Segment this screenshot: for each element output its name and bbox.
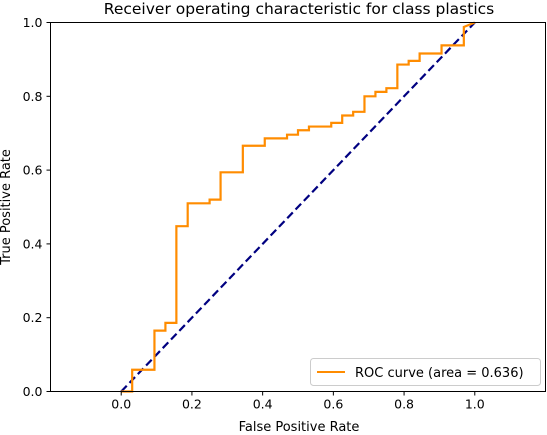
legend-label-roc: ROC curve (area = 0.636) bbox=[355, 366, 524, 381]
chance-diagonal-line bbox=[120, 21, 476, 393]
x-axis-ticks: 0.0 0.2 0.4 0.6 0.8 1.0 bbox=[111, 391, 485, 412]
plot-frame bbox=[50, 22, 546, 392]
x-tick-label: 0.4 bbox=[253, 397, 273, 412]
y-tick-label: 0.4 bbox=[23, 236, 43, 251]
x-tick-label: 0.0 bbox=[111, 397, 131, 412]
y-tick-label: 0.0 bbox=[23, 384, 43, 399]
legend: ROC curve (area = 0.636) bbox=[310, 358, 541, 386]
y-tick-label: 0.6 bbox=[23, 163, 43, 178]
legend-box bbox=[310, 358, 541, 386]
roc-curve-line bbox=[121, 21, 476, 393]
y-tick-label: 0.2 bbox=[23, 310, 43, 325]
y-axis-title: True Positive Rate bbox=[0, 149, 14, 266]
chart-title: Receiver operating characteristic for cl… bbox=[104, 0, 494, 18]
plot-area bbox=[50, 21, 546, 393]
y-axis-ticks: 0.0 0.2 0.4 0.6 0.8 1.0 bbox=[23, 15, 51, 399]
curves-layer bbox=[120, 21, 476, 393]
y-tick-label: 0.8 bbox=[23, 89, 43, 104]
y-tick-label: 1.0 bbox=[23, 15, 43, 30]
x-tick-label: 0.6 bbox=[323, 397, 343, 412]
x-tick-label: 0.2 bbox=[182, 397, 202, 412]
x-tick-label: 0.8 bbox=[394, 397, 414, 412]
x-tick-label: 1.0 bbox=[465, 397, 485, 412]
x-axis-title: False Positive Rate bbox=[239, 420, 360, 435]
